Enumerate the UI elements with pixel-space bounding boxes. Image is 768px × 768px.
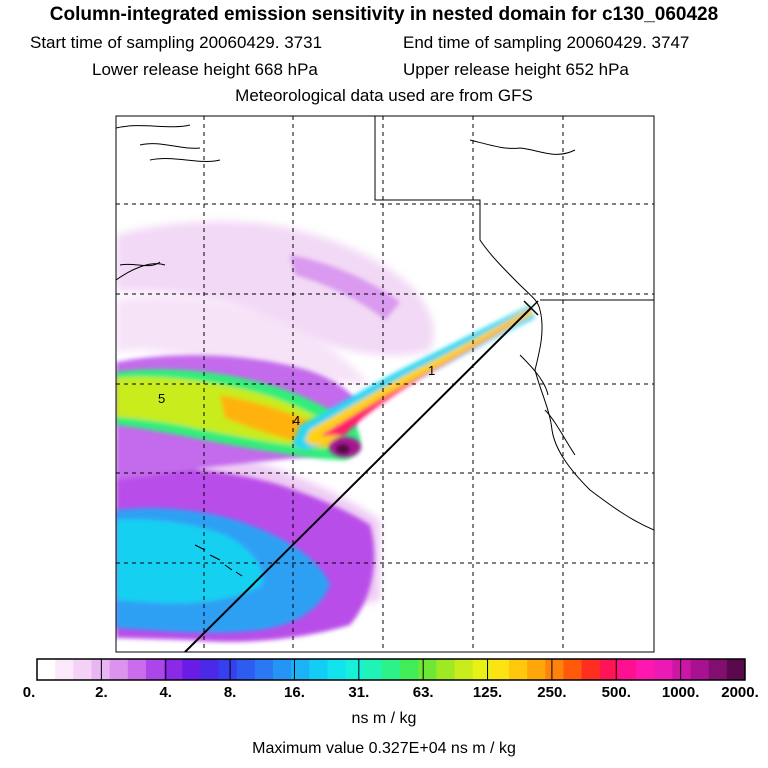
colorbar-cell [327,659,347,680]
colorbar-cell [708,659,728,680]
release-lower: Lower release height 668 hPa [92,60,318,79]
colorbar-cell [400,659,419,680]
page-title: Column-integrated emission sensitivity i… [49,4,719,25]
release-point-marker [523,300,539,316]
colorbar-cell [145,659,165,680]
colorbar-cell [109,659,129,680]
colorbar-cell [454,659,474,680]
colorbar-cell [164,659,183,680]
plume-blue-region [116,508,330,633]
met-data-note: Meteorological data used are from GFS [235,86,533,105]
colorbar-frame [36,658,746,681]
colorbar-cell [490,659,510,680]
release-upper: Upper release height 652 hPa [403,60,629,79]
colorbar-cell [599,659,619,680]
colorbar-cell [200,659,220,680]
map-frame [115,115,655,653]
colorbar-cell [418,659,437,680]
colorbar-tick-label: 2000. [721,684,759,701]
colorbar-cell [218,659,238,680]
colorbar-cell [527,659,546,680]
colorbar-tick-label: 8. [223,684,237,701]
trajectory-line [184,307,532,652]
colorbar-cell [672,659,692,680]
colorbar-cell [636,659,655,680]
colorbar-cell [37,659,56,680]
colorbar-cell [545,659,564,680]
colorbar-cell [254,659,274,680]
colorbar-units: ns m / kg [351,710,417,727]
colorbar-cell [654,659,673,680]
colorbar-tick-label: 63. [412,684,434,701]
colorbar-cell [472,659,492,680]
colorbar-tick-label: 500. [601,684,631,701]
colorbar-tick-label: 0. [22,684,36,701]
plume-label-4: 4 [293,413,300,428]
colorbar-tick-label: 31. [348,684,370,701]
colorbar-cell [182,659,201,680]
colorbar-cell [436,659,456,680]
colorbar-cell [563,659,583,680]
sampling-end: End time of sampling 20060429. 3747 [403,33,690,52]
colorbar-cell [236,659,256,680]
colorbar-cell [726,659,746,680]
colorbar-cell [345,659,365,680]
colorbar-cell [55,659,74,680]
lat-lon-grid [116,116,654,652]
colorbar-cell [381,659,401,680]
colorbar-tick-label: 4. [159,684,172,701]
plume-label-5: 5 [158,391,165,406]
colorbar-cell [509,659,528,680]
colorbar-cell [91,659,111,680]
colorbar-tick-label: 250. [537,684,567,701]
sampling-start: Start time of sampling 20060429. 3731 [30,33,323,52]
colorbar-cell [273,659,292,680]
plume-arm [292,305,535,457]
colorbar-cell [690,659,710,680]
colorbar-cell [73,659,92,680]
colorbar-tick-label: 1000. [661,684,700,701]
maximum-value: Maximum value 0.327E+04 ns m / kg [252,740,516,757]
colorbar-cell [309,659,328,680]
colorbar-cell [617,659,637,680]
colorbar-tick-label: 2. [95,684,108,701]
plume-label-1: 1 [428,363,435,378]
colorbar-tick-label: 125. [472,684,503,701]
colorbar-tick-label: 16. [284,684,305,701]
colorbar-cell [291,659,310,680]
colorbar-cell [581,659,601,680]
coastlines [116,116,654,577]
colorbar-cell [363,659,383,680]
colorbar-cell [127,659,147,680]
